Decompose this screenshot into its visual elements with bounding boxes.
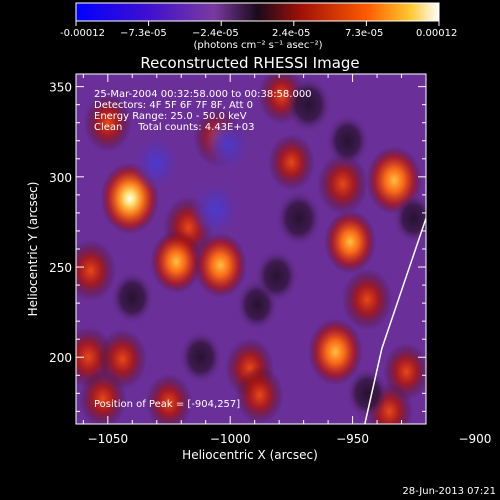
x-axis-label: Heliocentric X (arcsec) bbox=[182, 448, 318, 462]
solar-limb bbox=[364, 215, 426, 424]
emission-source bbox=[308, 318, 363, 386]
y-tick-label: 200 bbox=[49, 351, 72, 365]
x-tick-label: −1050 bbox=[88, 432, 129, 446]
axes: −1050 −1000 −950 −900 200 250 300 350 bbox=[49, 74, 491, 446]
emission-source bbox=[342, 268, 393, 331]
colorbar-tick-label: 0.00012 bbox=[416, 28, 457, 39]
colorbar bbox=[75, 2, 440, 22]
negative-residual bbox=[275, 190, 322, 247]
colorbar-units: (photons cm⁻² s⁻¹ asec⁻²) bbox=[193, 40, 322, 51]
colorbar-ticks bbox=[75, 21, 440, 26]
colorbar-tick-label: −2.4e-05 bbox=[192, 28, 239, 39]
emission-source bbox=[150, 230, 203, 294]
negative-residual bbox=[285, 76, 332, 133]
y-tick-label: 250 bbox=[49, 261, 72, 275]
annotation-algorithm: Clean Total counts: 4.43E+03 bbox=[94, 122, 254, 133]
colorbar-tick-label: -0.00012 bbox=[60, 28, 105, 39]
colorbar-tick-label: 7.3e-05 bbox=[345, 28, 383, 39]
x-tick-label: −950 bbox=[336, 432, 369, 446]
emission-source bbox=[430, 124, 482, 187]
emission-source bbox=[324, 210, 376, 274]
emission-source bbox=[145, 374, 193, 424]
emission-source bbox=[434, 216, 496, 292]
timestamp: 28-Jun-2013 07:21 bbox=[402, 486, 496, 497]
negative-residual bbox=[346, 367, 389, 420]
negative-residual bbox=[179, 330, 223, 384]
emission-source bbox=[84, 93, 132, 152]
negative-residual bbox=[203, 114, 253, 175]
y-tick-label: 300 bbox=[49, 171, 72, 185]
x-tick-label: −900 bbox=[458, 432, 491, 446]
emission-source bbox=[268, 134, 315, 191]
negative-residual bbox=[110, 271, 154, 325]
chart-title: Reconstructed RHESSI Image bbox=[140, 54, 359, 72]
negative-residual bbox=[132, 132, 182, 193]
annotation-energy-range: Energy Range: 25.0 - 50.0 keV bbox=[94, 111, 247, 122]
emission-source bbox=[79, 369, 127, 424]
x-tick-label: −1000 bbox=[210, 432, 251, 446]
negative-residual bbox=[255, 249, 299, 303]
emission-source bbox=[235, 365, 284, 424]
heatmap bbox=[76, 74, 500, 424]
y-axis-label: Heliocentric Y (arcsec) bbox=[26, 182, 40, 317]
colorbar-tick-label: 2.4e-05 bbox=[272, 28, 310, 39]
negative-residual bbox=[326, 114, 370, 168]
annotation-time-range: 25-Mar-2004 00:32:58.000 to 00:38:58.000 bbox=[94, 89, 312, 100]
peak-position-label: Position of Peak = [-904,257] bbox=[94, 399, 240, 410]
emission-source bbox=[76, 239, 116, 302]
emission-source bbox=[458, 338, 500, 398]
negative-residual bbox=[393, 193, 426, 244]
annotation-detectors: Detectors: 4F 5F 6F 7F 8F, Att 0 bbox=[94, 100, 253, 111]
emission-source bbox=[317, 153, 368, 215]
limb-line bbox=[364, 215, 426, 424]
emission-source bbox=[193, 232, 247, 298]
y-tick-label: 350 bbox=[49, 81, 72, 95]
negative-residual bbox=[189, 177, 242, 241]
colorbar-tick-label: −7.3e-05 bbox=[120, 28, 167, 39]
